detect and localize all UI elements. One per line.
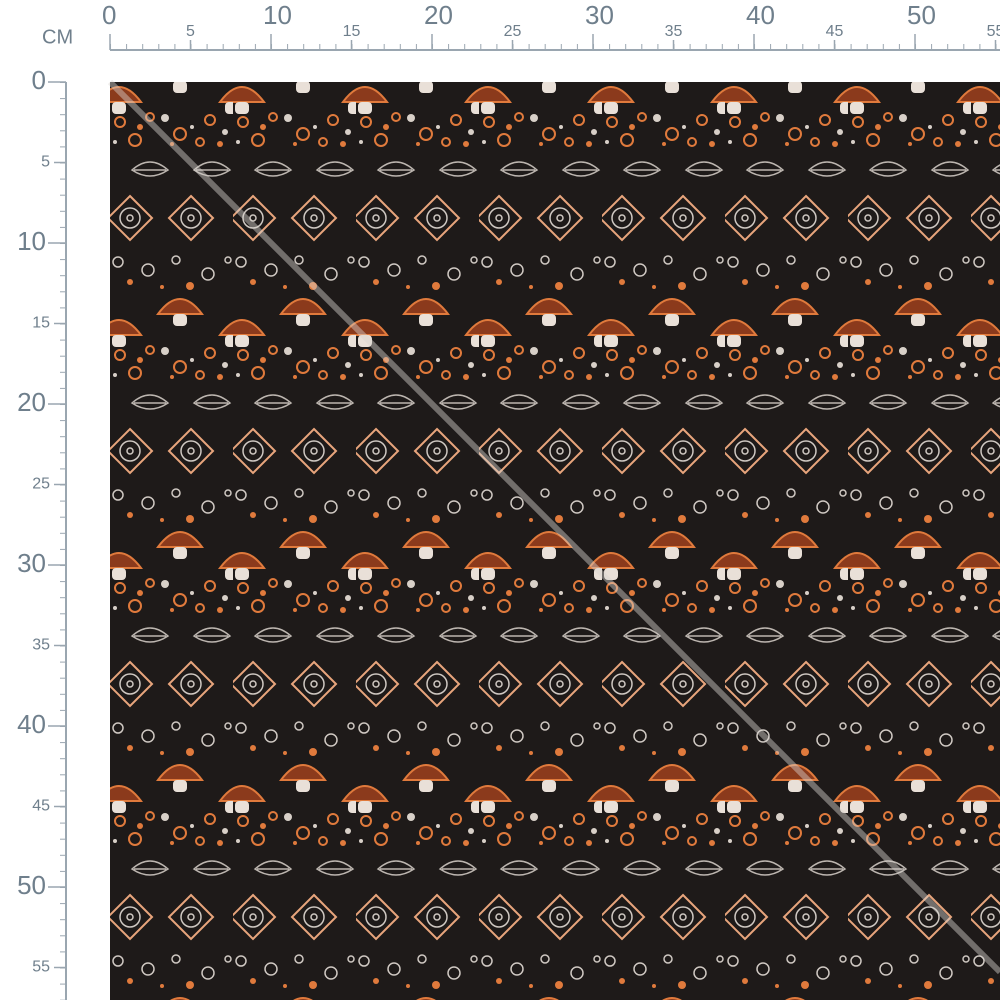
top-tick-label: 35 xyxy=(665,23,683,40)
left-tick-label: 15 xyxy=(32,315,50,332)
top-tick-label: 55 xyxy=(987,23,1000,40)
top-tick-label: 40 xyxy=(746,0,775,30)
left-tick-label: 10 xyxy=(17,226,46,256)
left-tick-label: 25 xyxy=(32,476,50,493)
unit-label: CM xyxy=(42,26,73,48)
top-tick-label: 30 xyxy=(585,0,614,30)
top-tick-label: 45 xyxy=(826,23,844,40)
reflection xyxy=(107,79,1000,975)
top-tick-label: 50 xyxy=(907,0,936,30)
top-minor-ticks xyxy=(110,44,1000,50)
left-tick-label: 45 xyxy=(32,798,50,815)
top-tick-label: 0 xyxy=(102,0,116,30)
left-minor-ticks xyxy=(60,82,66,1000)
left-tick-label: 20 xyxy=(17,387,46,417)
top-tick-label: 15 xyxy=(343,23,361,40)
left-tick-label: 0 xyxy=(32,65,46,95)
fabric xyxy=(110,82,1000,1000)
left-tick-label: 5 xyxy=(41,154,50,171)
top-tick-label: 10 xyxy=(263,0,292,30)
ruler-ticks: 0 5 10 15 20 25 30 35 40 45 50 55 0 5 10 15 20 25 30 35 40 45… xyxy=(17,0,1000,976)
top-tick-label: 25 xyxy=(504,23,522,40)
top-tick-label: 5 xyxy=(186,23,195,40)
left-tick-label: 35 xyxy=(32,637,50,654)
left-tick-label: 40 xyxy=(17,709,46,739)
left-tick-label: 55 xyxy=(32,959,50,976)
top-tick-label: 20 xyxy=(424,0,453,30)
left-tick-label: 30 xyxy=(17,548,46,578)
left-tick-label: 50 xyxy=(17,870,46,900)
